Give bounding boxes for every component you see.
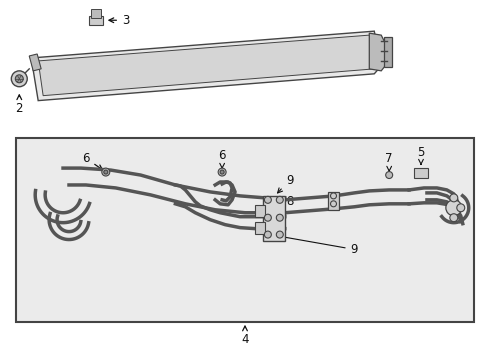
Text: 2: 2 bbox=[16, 95, 23, 115]
Text: 7: 7 bbox=[386, 152, 393, 171]
Bar bbox=[91, 9, 101, 18]
Polygon shape bbox=[31, 31, 381, 100]
Polygon shape bbox=[369, 33, 385, 71]
Text: 4: 4 bbox=[241, 326, 249, 346]
Text: 9: 9 bbox=[277, 174, 294, 193]
Text: 1: 1 bbox=[223, 46, 239, 66]
Polygon shape bbox=[29, 54, 41, 71]
Circle shape bbox=[15, 75, 23, 83]
Polygon shape bbox=[38, 35, 374, 96]
Circle shape bbox=[104, 170, 108, 174]
Circle shape bbox=[331, 201, 337, 207]
Text: 6: 6 bbox=[219, 149, 226, 168]
Circle shape bbox=[446, 200, 462, 216]
Bar bbox=[414, 168, 428, 178]
Bar bbox=[327, 192, 340, 210]
Bar bbox=[255, 205, 265, 217]
Circle shape bbox=[265, 214, 271, 221]
Circle shape bbox=[265, 231, 271, 238]
Text: 9: 9 bbox=[274, 234, 358, 256]
Circle shape bbox=[276, 196, 283, 203]
Circle shape bbox=[218, 168, 226, 176]
Bar bbox=[89, 16, 103, 25]
Text: 6: 6 bbox=[82, 152, 102, 170]
Circle shape bbox=[457, 204, 465, 212]
Bar bbox=[384, 37, 392, 67]
Bar bbox=[263, 196, 285, 240]
Circle shape bbox=[11, 71, 27, 87]
Bar bbox=[16, 138, 474, 322]
Text: 8: 8 bbox=[277, 195, 294, 212]
Bar bbox=[255, 222, 265, 234]
Circle shape bbox=[331, 193, 337, 199]
Text: 3: 3 bbox=[109, 14, 129, 27]
Circle shape bbox=[220, 170, 224, 174]
Circle shape bbox=[102, 168, 110, 176]
Circle shape bbox=[265, 196, 271, 203]
Circle shape bbox=[386, 172, 392, 179]
Circle shape bbox=[276, 231, 283, 238]
Circle shape bbox=[450, 214, 458, 222]
Circle shape bbox=[276, 214, 283, 221]
Circle shape bbox=[450, 194, 458, 202]
Text: 5: 5 bbox=[417, 146, 425, 165]
